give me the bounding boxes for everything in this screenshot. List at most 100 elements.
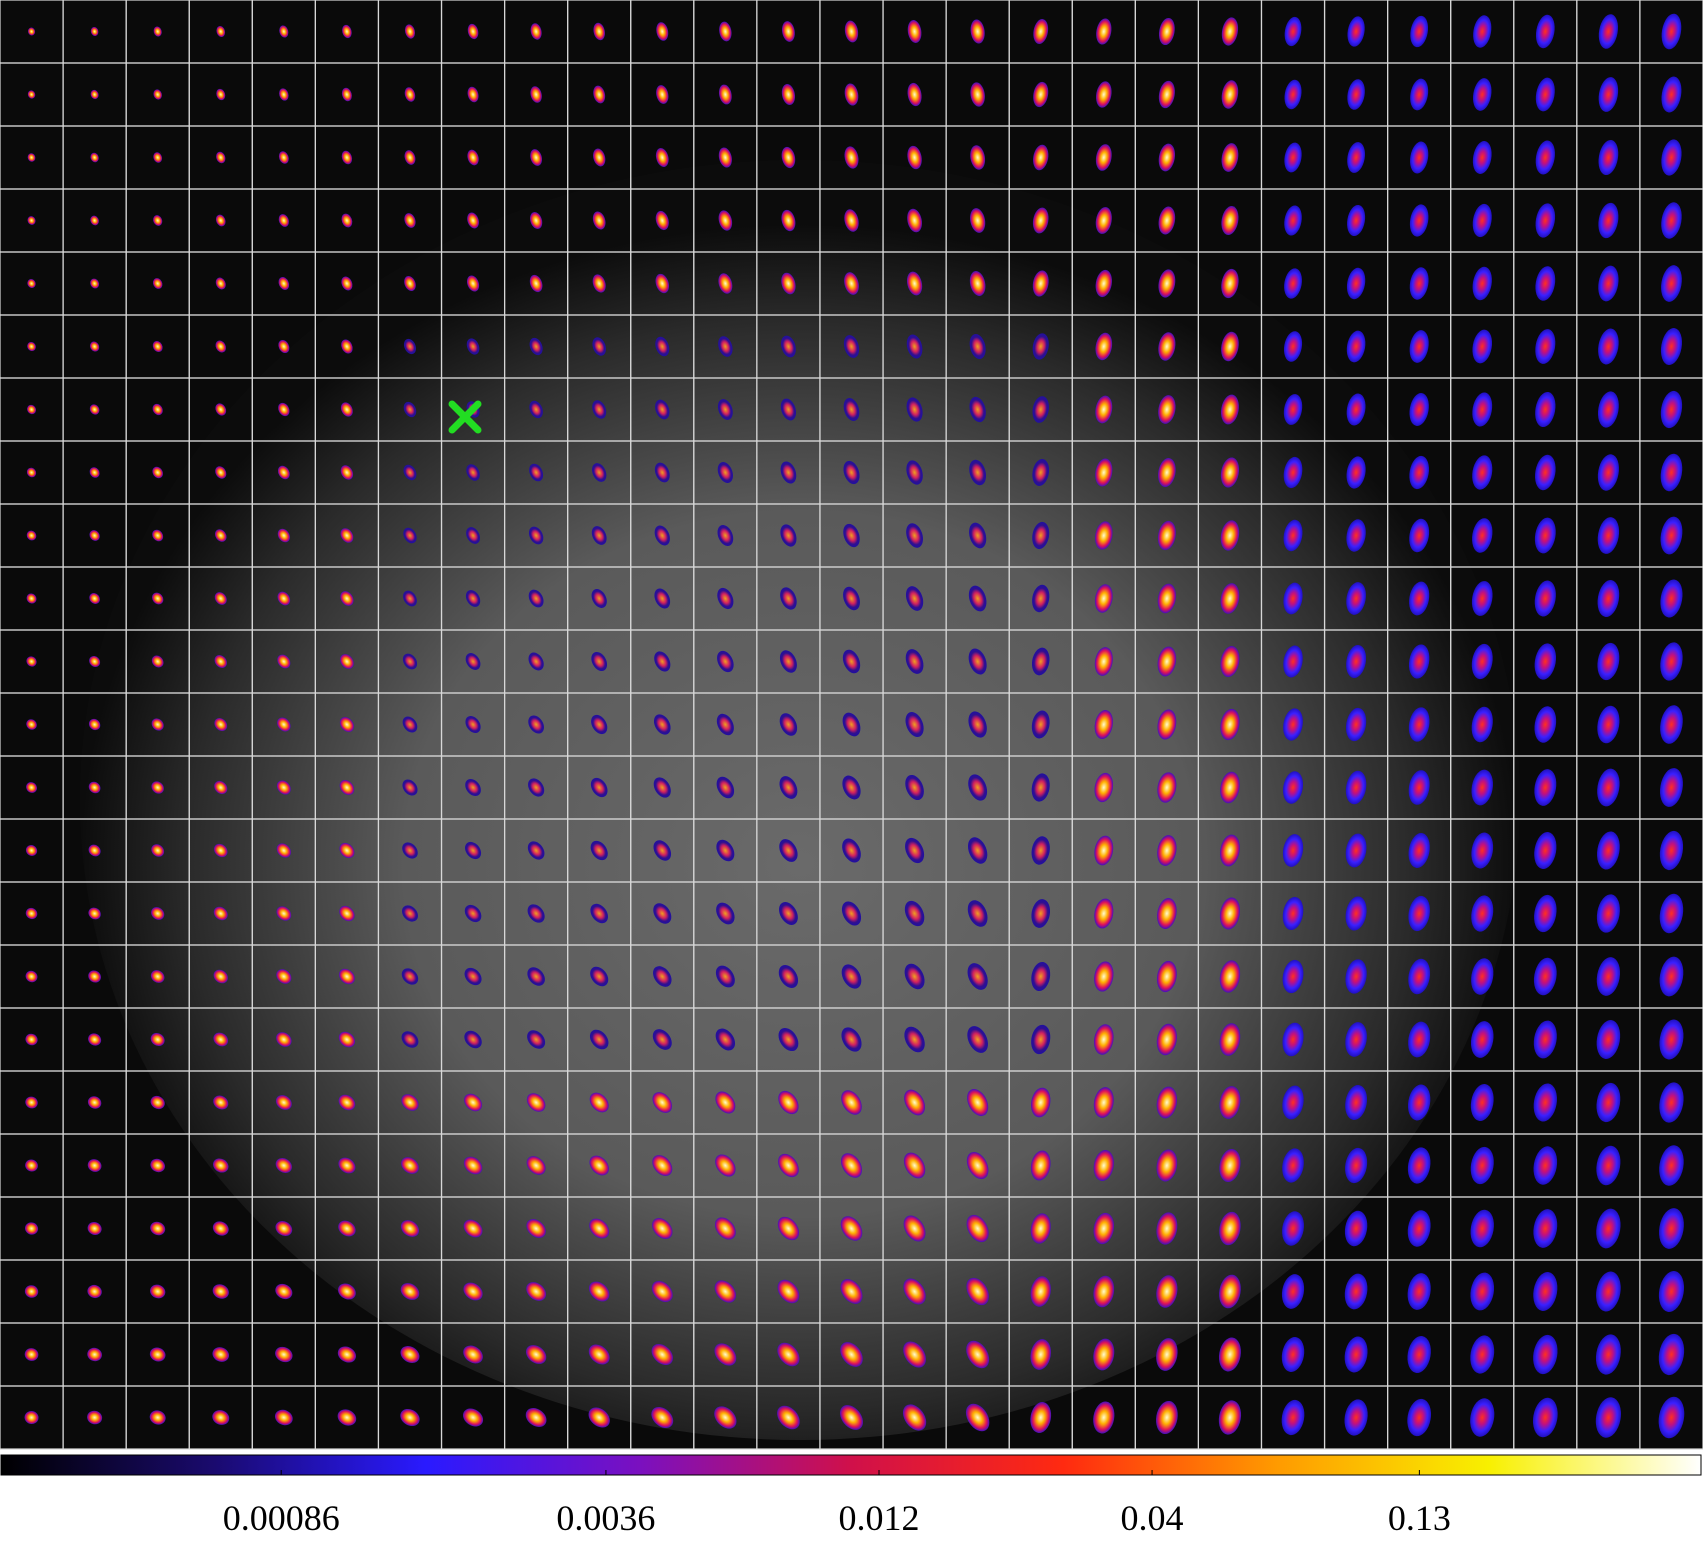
psf-spot (714, 1343, 737, 1366)
psf-spot (340, 528, 354, 543)
psf-spot (715, 1091, 736, 1114)
psf-spot (89, 655, 101, 668)
psf-spot (402, 716, 418, 733)
colorbar-tick-label: 0.012 (838, 1498, 919, 1538)
psf-spot (25, 1033, 38, 1046)
psf-spot (340, 654, 354, 669)
psf-spot (970, 82, 985, 107)
psf-spot (463, 1156, 483, 1175)
psf-spot (588, 1407, 610, 1428)
psf-spot (714, 1280, 737, 1303)
psf-spot (339, 905, 355, 922)
psf-spot (88, 1033, 102, 1046)
psf-spot (591, 589, 607, 608)
psf-spot (906, 460, 923, 485)
psf-spot (1093, 1338, 1115, 1371)
psf-spot (1409, 393, 1429, 426)
psf-spot (24, 1285, 39, 1298)
psf-spot (1407, 1147, 1431, 1184)
psf-spot (527, 904, 545, 923)
psf-spot (907, 20, 922, 43)
psf-spot (1095, 144, 1112, 171)
psf-spot (341, 339, 353, 354)
psf-spot (592, 274, 606, 293)
psf-spot (907, 82, 922, 107)
psf-spot (1598, 265, 1619, 302)
psf-spot (1156, 1275, 1178, 1308)
psf-spot (844, 146, 859, 169)
psf-spot (1535, 14, 1555, 49)
psf-spot (718, 210, 733, 231)
psf-spot (403, 527, 417, 544)
psf-spot (1535, 77, 1555, 112)
psf-spot (279, 88, 289, 101)
psf-spot (1219, 1023, 1241, 1056)
psf-spot (1345, 959, 1367, 994)
psf-spot (24, 1348, 39, 1361)
psf-spot (905, 712, 924, 737)
psf-spot (463, 1408, 484, 1427)
psf-spot (718, 84, 732, 105)
psf-spot (275, 1346, 293, 1363)
psf-spot (90, 27, 99, 36)
psf-spot (1659, 1208, 1684, 1249)
psf-spot (1094, 772, 1114, 803)
psf-spot (1157, 520, 1176, 551)
psf-spot (1347, 142, 1366, 173)
psf-spot (1033, 19, 1049, 44)
psf-spot (27, 216, 36, 225)
psf-spot (651, 1281, 673, 1302)
psf-spot (150, 1221, 166, 1236)
psf-spot (530, 86, 542, 103)
psf-spot (655, 210, 669, 231)
psf-spot (1033, 81, 1049, 108)
psf-spot (970, 145, 986, 170)
psf-spot (152, 403, 163, 416)
psf-spot (1346, 644, 1367, 679)
psf-spot (212, 1284, 229, 1299)
psf-spot (1407, 1398, 1432, 1437)
psf-spot (1346, 393, 1366, 426)
psf-spot (593, 85, 606, 104)
psf-spot (26, 530, 37, 541)
psf-spot (590, 966, 609, 987)
psf-spot (465, 653, 481, 670)
psf-spot (1658, 1270, 1685, 1313)
psf-spot (1470, 1146, 1494, 1185)
psf-spot (150, 1033, 165, 1046)
psf-spot (1284, 142, 1302, 173)
psf-spot (1094, 898, 1114, 929)
psf-spot (1345, 1022, 1367, 1057)
psf-spot (656, 22, 669, 41)
psf-spot (653, 840, 672, 861)
psf-spot (653, 966, 672, 987)
psf-spot (1282, 1085, 1304, 1120)
psf-spot (779, 839, 798, 862)
psf-spot (1597, 831, 1620, 870)
psf-spot (337, 1283, 356, 1300)
psf-spot (1471, 706, 1493, 743)
psf-spot (904, 900, 925, 927)
psf-spot (841, 1027, 862, 1052)
psf-spot (275, 1158, 292, 1173)
psf-spot (153, 89, 162, 100)
psf-spot (1281, 1399, 1305, 1436)
psf-spot (88, 844, 101, 857)
psf-spot (1220, 771, 1240, 804)
psf-spot (214, 717, 228, 732)
psf-spot (1409, 204, 1429, 237)
psf-spot (840, 1405, 863, 1430)
psf-spot (1659, 768, 1683, 807)
psf-spot (212, 1221, 229, 1236)
psf-spot (1472, 266, 1492, 301)
psf-spot (467, 86, 479, 103)
psf-spot (1659, 1145, 1684, 1186)
psf-spot (1031, 773, 1050, 802)
psf-spot (590, 903, 608, 924)
psf-spot (404, 213, 416, 228)
psf-spot (342, 24, 352, 39)
psf-spot (1157, 646, 1177, 677)
psf-spot (967, 963, 988, 990)
psf-spot (654, 651, 671, 672)
